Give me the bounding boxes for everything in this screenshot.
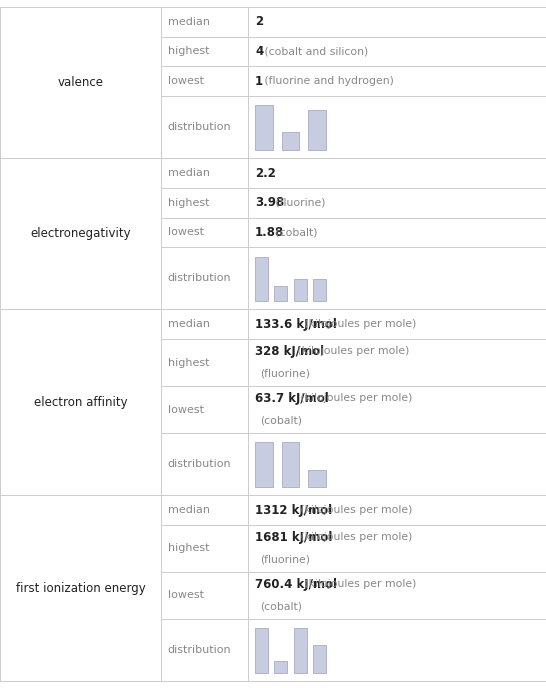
- Text: 1312 kJ/mol: 1312 kJ/mol: [255, 504, 332, 517]
- Text: (fluorine): (fluorine): [272, 197, 325, 208]
- Text: (cobalt): (cobalt): [260, 416, 302, 426]
- Text: highest: highest: [168, 46, 209, 56]
- Bar: [308, 110, 326, 150]
- Text: 63.7 kJ/mol: 63.7 kJ/mol: [255, 392, 329, 405]
- Text: distribution: distribution: [168, 645, 232, 655]
- Text: highest: highest: [168, 358, 209, 367]
- Bar: [282, 442, 299, 487]
- Text: (kilojoules per mole): (kilojoules per mole): [301, 579, 417, 589]
- Text: (cobalt): (cobalt): [272, 228, 317, 237]
- Text: (fluorine and hydrogen): (fluorine and hydrogen): [261, 76, 394, 86]
- Text: median: median: [168, 319, 210, 330]
- Text: (cobalt): (cobalt): [260, 602, 302, 612]
- Text: electron affinity: electron affinity: [34, 396, 127, 409]
- Bar: [255, 105, 273, 150]
- Text: (kilojoules per mole): (kilojoules per mole): [298, 533, 413, 542]
- Text: (kilojoules per mole): (kilojoules per mole): [298, 394, 413, 403]
- Text: distribution: distribution: [168, 459, 232, 469]
- Bar: [308, 470, 326, 487]
- Text: (cobalt and silicon): (cobalt and silicon): [261, 46, 368, 56]
- Bar: [313, 645, 326, 673]
- Text: 1: 1: [255, 74, 263, 87]
- Text: (fluorine): (fluorine): [260, 369, 311, 379]
- Text: 1681 kJ/mol: 1681 kJ/mol: [255, 530, 333, 544]
- Text: lowest: lowest: [168, 590, 204, 601]
- Text: 2.2: 2.2: [255, 166, 276, 180]
- Bar: [294, 279, 307, 301]
- Text: 2: 2: [255, 15, 263, 28]
- Bar: [274, 661, 287, 673]
- Text: median: median: [168, 505, 210, 515]
- Text: (kilojoules per mole): (kilojoules per mole): [298, 505, 413, 515]
- Text: lowest: lowest: [168, 405, 204, 415]
- Text: distribution: distribution: [168, 273, 232, 283]
- Bar: [282, 132, 299, 150]
- Text: 760.4 kJ/mol: 760.4 kJ/mol: [255, 578, 337, 591]
- Text: lowest: lowest: [168, 228, 204, 237]
- Text: 3.98: 3.98: [255, 196, 284, 209]
- Text: (fluorine): (fluorine): [260, 555, 311, 565]
- Bar: [255, 628, 268, 673]
- Bar: [255, 257, 268, 301]
- Text: highest: highest: [168, 197, 209, 208]
- Text: highest: highest: [168, 544, 209, 553]
- Bar: [274, 286, 287, 301]
- Text: 133.6 kJ/mol: 133.6 kJ/mol: [255, 318, 337, 331]
- Text: (kilojoules per mole): (kilojoules per mole): [301, 319, 417, 330]
- Text: 4: 4: [255, 45, 263, 58]
- Bar: [313, 279, 326, 301]
- Text: electronegativity: electronegativity: [30, 227, 131, 240]
- Text: 1.88: 1.88: [255, 226, 284, 239]
- Text: (kilojoules per mole): (kilojoules per mole): [294, 346, 409, 356]
- Text: valence: valence: [57, 76, 104, 89]
- Text: median: median: [168, 17, 210, 27]
- Text: 328 kJ/mol: 328 kJ/mol: [255, 345, 324, 358]
- Text: median: median: [168, 168, 210, 178]
- Bar: [255, 442, 273, 487]
- Text: first ionization energy: first ionization energy: [16, 582, 145, 594]
- Text: lowest: lowest: [168, 76, 204, 86]
- Bar: [294, 628, 307, 673]
- Text: distribution: distribution: [168, 122, 232, 132]
